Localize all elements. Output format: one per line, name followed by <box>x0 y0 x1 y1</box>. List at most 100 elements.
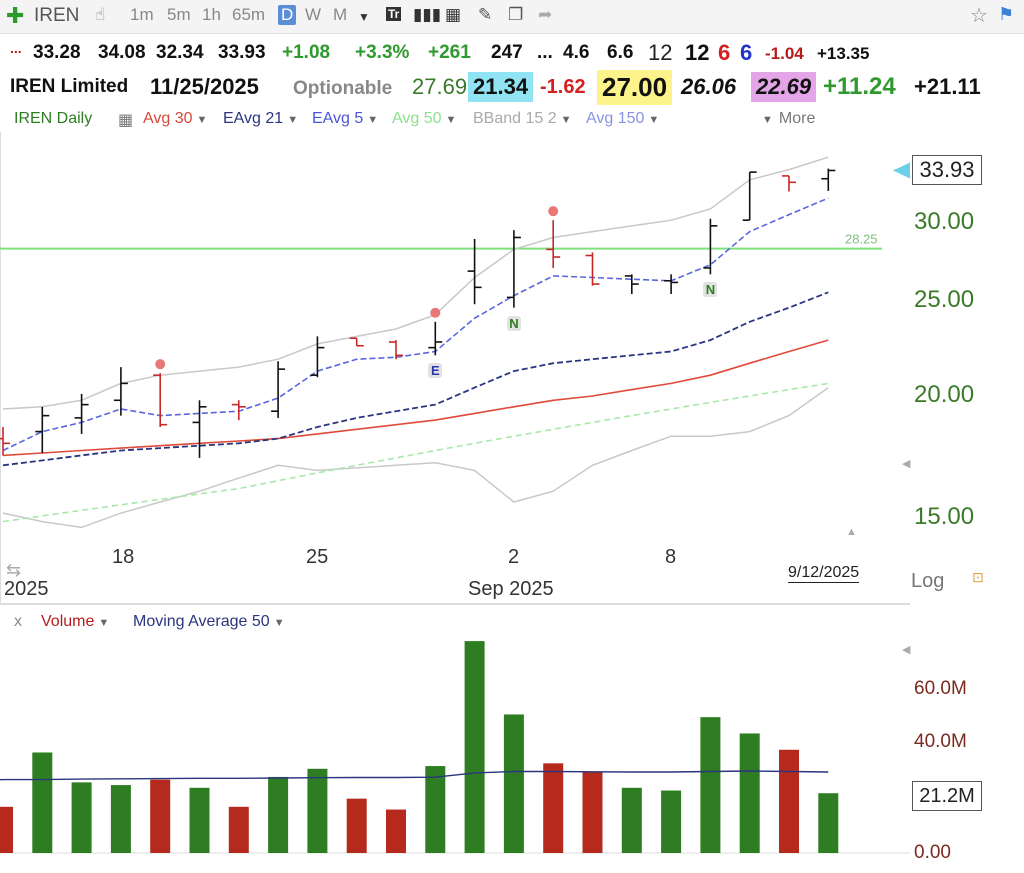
close-panel-icon[interactable]: x <box>14 613 22 630</box>
timeframe-weekly[interactable]: W <box>305 5 322 24</box>
avg30-line <box>2 339 829 457</box>
volume-bar <box>228 806 249 853</box>
toolbar: ✚ IREN ☝ 1m 5m 1h 65m D W M ▼ Tr ▮▮▮ ▦ ✎… <box>0 0 1024 34</box>
quote-v9: -1.04 <box>765 44 804 63</box>
volume-bar <box>739 733 760 853</box>
quote-change: +1.08 <box>282 42 331 63</box>
more-label: More <box>778 110 816 127</box>
indicator-eavg5-label: EAvg 5 <box>312 110 364 127</box>
volume-bar <box>189 787 210 853</box>
indicator-legend: IREN Daily ▦ Avg 30 ▼ EAvg 21 ▼ EAvg 5 ▼ Av… <box>0 106 1024 130</box>
scroll-left-icon[interactable]: ◀ <box>902 644 911 656</box>
lock-icon[interactable]: ⊡ <box>972 569 984 585</box>
quote2-v3: -1.62 <box>540 76 586 98</box>
indicator-eavg21[interactable]: EAvg 21 ▼ <box>223 110 299 127</box>
indicator-avg50-label: Avg 50 <box>392 110 442 127</box>
indicator-avg150[interactable]: Avg 150 ▼ <box>586 110 660 127</box>
volume-tick-label: 40.0M <box>914 731 967 752</box>
volume-bar <box>268 776 289 853</box>
symbol-label[interactable]: IREN <box>34 5 80 26</box>
draw-icon[interactable]: ☝ <box>95 5 106 24</box>
bar-chart-icon[interactable]: ▮▮▮ <box>413 5 442 24</box>
timeframe-5m[interactable]: 5m <box>167 5 191 24</box>
volume-bar <box>346 798 367 853</box>
more-menu[interactable]: ▼ More <box>762 110 816 127</box>
copy-icon[interactable]: ❐ <box>508 5 524 24</box>
signal-dot <box>430 307 441 318</box>
quote-low: 32.34 <box>156 42 204 63</box>
text-tool-icon[interactable]: Tr <box>386 7 402 21</box>
volume-bar <box>0 806 13 853</box>
quote-ellipsis: ... <box>537 42 553 63</box>
quote-v3: 4.6 <box>563 42 590 63</box>
indicator-bband[interactable]: BBand 15 2 ▼ <box>473 110 572 127</box>
quote-high: 34.08 <box>98 42 146 63</box>
year-label: 2025 <box>4 578 49 600</box>
quote-open: 33.28 <box>33 42 81 63</box>
quote-v6: 12 <box>685 40 710 65</box>
log-scale-toggle[interactable]: Log <box>911 570 945 592</box>
volume-bar <box>150 779 171 853</box>
date-tick-label: 25 <box>306 546 329 568</box>
quote-date: 11/25/2025 <box>150 74 259 99</box>
signal-badge[interactable]: N <box>703 282 718 298</box>
add-icon[interactable]: ✚ <box>6 3 25 28</box>
timeframe-monthly[interactable]: M <box>333 5 348 24</box>
quote2-v4: 27.00 <box>597 70 673 105</box>
company-name: IREN Limited <box>10 76 129 97</box>
horizontal-level-label: 28.25 <box>845 232 878 247</box>
timeframe-1h[interactable]: 1h <box>202 5 221 24</box>
flag-icon[interactable]: ⚑ <box>998 4 1015 24</box>
timeframe-1m[interactable]: 1m <box>130 5 154 24</box>
indicator-eavg5[interactable]: EAvg 5 ▼ <box>312 110 379 127</box>
volume-bar <box>621 787 642 853</box>
timeframe-daily[interactable]: D <box>278 5 297 25</box>
resize-arrows-icon[interactable]: ⇆ <box>6 560 22 580</box>
end-date-label: 9/12/2025 <box>788 564 860 583</box>
indicator-avg30[interactable]: Avg 30 ▼ <box>143 110 208 127</box>
calculator-icon[interactable]: ▦ <box>118 112 134 129</box>
pencil-icon[interactable]: ✎ <box>478 5 493 24</box>
volume-indicator[interactable]: Volume ▼ <box>41 613 110 630</box>
share-icon[interactable]: ➦ <box>538 5 553 24</box>
quote-v4: 6.6 <box>607 42 634 63</box>
scroll-up-icon[interactable]: ▲ <box>846 526 857 538</box>
volume-bar <box>110 785 131 853</box>
calculator-icon[interactable]: ▦ <box>445 5 462 24</box>
scroll-left-icon[interactable]: ◀ <box>902 458 911 470</box>
volume-bar <box>71 782 92 853</box>
chevron-down-icon[interactable]: ▼ <box>358 10 370 24</box>
price-tick-label: 30.00 <box>914 208 975 235</box>
quote-v10: +13.35 <box>817 44 870 63</box>
chart-title-label[interactable]: IREN Daily <box>14 110 93 127</box>
indicator-avg50[interactable]: Avg 50 ▼ <box>392 110 457 127</box>
timeframe-65m[interactable]: 65m <box>232 5 266 24</box>
volume-bar <box>818 793 839 853</box>
volume-bar <box>543 763 564 853</box>
quote-v5: 12 <box>648 40 673 65</box>
volume-bar <box>503 714 524 853</box>
current-price-box: 33.93 <box>912 155 982 185</box>
quote2-v2: 21.34 <box>468 72 534 102</box>
quote-close: 33.93 <box>218 42 266 63</box>
indicator-bband-label: BBand 15 2 <box>473 110 557 127</box>
quote-row-2: IREN Limited 11/25/2025 Optionable 27.69… <box>0 70 1024 105</box>
volume-bar <box>464 641 485 853</box>
signal-badge[interactable]: N <box>506 315 521 331</box>
signal-dot <box>155 359 166 370</box>
quote-change-pct: +3.3% <box>355 42 410 63</box>
star-icon[interactable]: ☆ <box>970 5 988 27</box>
volume-tick-label: 0.00 <box>914 842 951 863</box>
quote-v7: 6 <box>718 40 731 65</box>
volume-bar <box>779 749 799 853</box>
volume-ma-indicator[interactable]: Moving Average 50 ▼ <box>133 613 285 630</box>
price-tick-label: 25.00 <box>914 286 975 313</box>
eavg5-line <box>2 197 829 452</box>
volume-ma-label: Moving Average 50 <box>133 613 270 630</box>
month-label: Sep 2025 <box>468 578 554 600</box>
signal-dot <box>548 206 559 217</box>
signal-badge[interactable]: E <box>428 363 443 379</box>
price-tick-label: 15.00 <box>914 503 975 530</box>
current-price-marker <box>893 162 910 179</box>
